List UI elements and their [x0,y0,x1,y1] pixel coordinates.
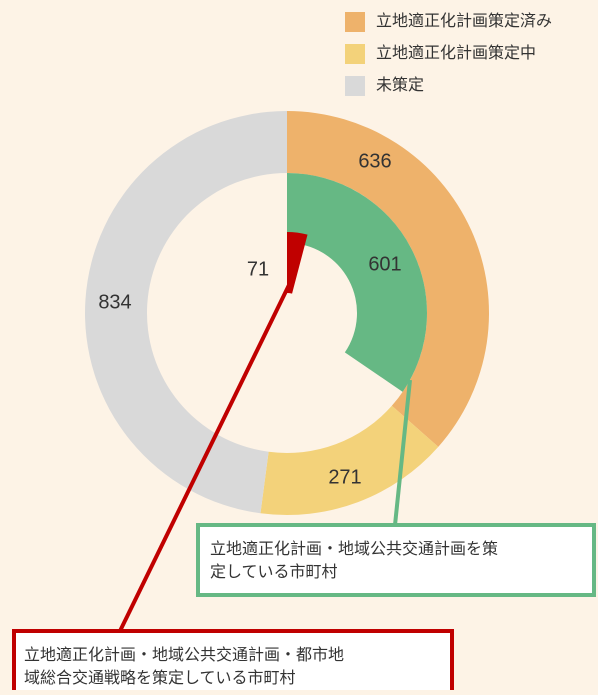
data-label: 71 [247,258,269,280]
ring-segment [287,173,427,392]
leader-line [393,379,412,526]
data-label: 834 [98,291,131,313]
leader-line [118,284,291,632]
legend-swatch [345,12,365,32]
data-label: 636 [358,150,391,172]
data-label: 601 [368,253,401,275]
annotation-text: 定している市町村 [210,563,338,581]
annotation-text: 域総合交通戦略を策定している市町村 [24,669,296,687]
annotation-text: 立地適正化計画・地域公共交通計画・都市地 [24,646,344,664]
ring-segment [287,111,489,447]
legend-label: 立地適正化計画策定中 [376,44,536,62]
annotation-text: 立地適正化計画・地域公共交通計画を策 [210,540,498,558]
data-label: 271 [328,466,361,488]
ring-segment [260,405,439,515]
legend-label: 未策定 [376,76,424,94]
legend-swatch [345,44,365,64]
ring-segment [84,111,287,514]
legend-label: 立地適正化計画策定済み [376,12,552,30]
annotation-box [196,523,596,597]
legend-swatch [345,76,365,96]
ring-segment [287,232,308,294]
